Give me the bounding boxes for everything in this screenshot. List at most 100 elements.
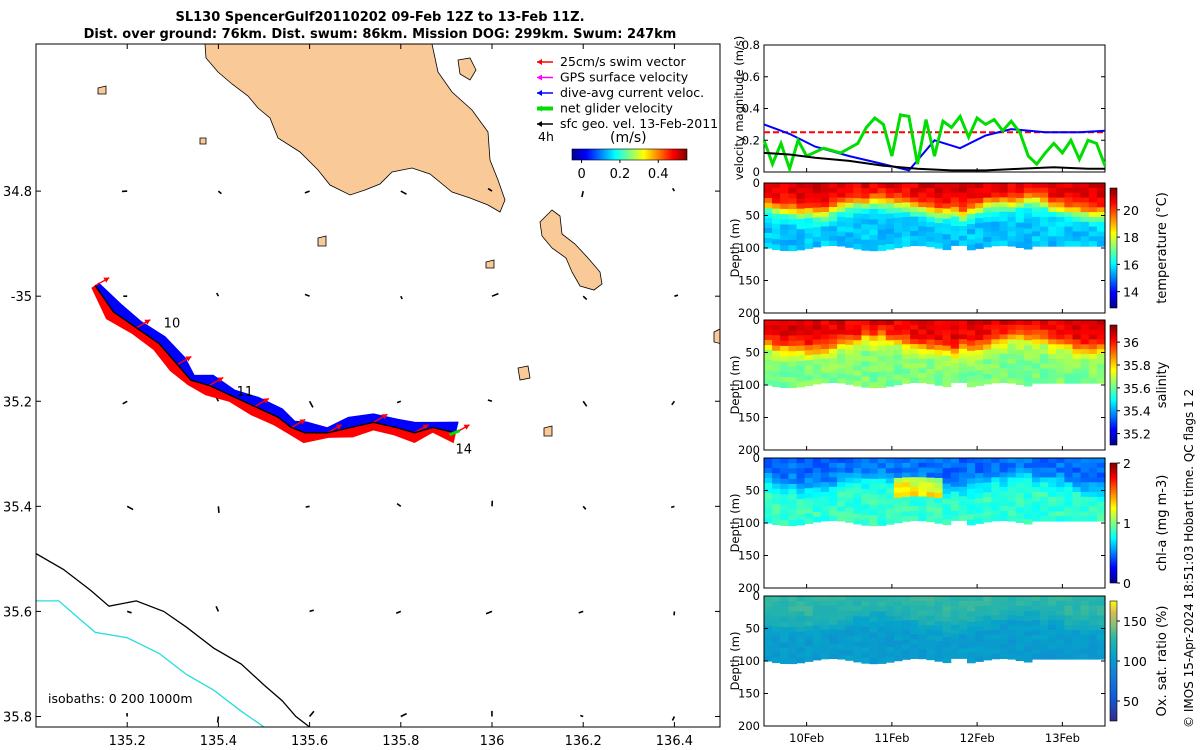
section-cell	[845, 369, 854, 375]
section-cell	[1072, 231, 1082, 237]
section-cell	[1088, 378, 1098, 384]
section-cell	[1031, 462, 1041, 469]
section-cell	[1088, 216, 1098, 223]
section-cell	[1031, 349, 1041, 355]
section-cell	[788, 330, 798, 337]
section-cell	[804, 218, 814, 224]
section-cell	[764, 345, 773, 351]
section-cell	[958, 221, 968, 227]
section-cell	[1015, 334, 1025, 341]
section-cell	[780, 601, 789, 607]
section-cell	[788, 229, 798, 236]
swim-vector-arrowhead	[381, 414, 388, 420]
section-cell	[926, 227, 936, 233]
section-cell	[967, 504, 976, 510]
section-cell	[796, 239, 806, 246]
section-cell	[918, 634, 927, 640]
section-cell	[829, 634, 838, 640]
section-cell	[885, 493, 895, 500]
section-cell	[1080, 462, 1090, 469]
section-cell	[983, 222, 992, 228]
section-cell	[869, 351, 879, 357]
swim-vector-band	[91, 285, 457, 444]
section-cell	[853, 498, 862, 505]
section-cell	[999, 634, 1009, 640]
section-cell	[967, 350, 976, 357]
section-cell	[1096, 630, 1106, 636]
section-cell	[1096, 187, 1106, 194]
section-cell	[893, 325, 903, 331]
section-cell	[764, 218, 773, 224]
section-cell	[820, 506, 830, 512]
section-cell	[975, 626, 984, 632]
section-cell	[942, 218, 952, 225]
section-cell	[902, 231, 911, 238]
section-cell	[910, 458, 919, 464]
section-cell	[958, 230, 968, 237]
section-ytick-label: 100	[738, 654, 760, 668]
section-cell	[983, 237, 992, 243]
section-cell	[764, 355, 773, 361]
section-cell	[820, 600, 830, 607]
section-cell	[902, 654, 911, 660]
section-cell	[902, 467, 911, 474]
section-cell	[1023, 596, 1033, 602]
section-ytick-label: 100	[738, 378, 760, 392]
section-cell	[1064, 467, 1074, 474]
section-cell	[1031, 187, 1041, 194]
section-cell	[1048, 202, 1057, 208]
section-cell	[1040, 207, 1049, 213]
section-cell	[772, 340, 781, 347]
section-cell	[877, 183, 887, 189]
section-cell	[934, 355, 944, 361]
section-cell	[829, 329, 838, 335]
section-cell	[983, 630, 992, 636]
section-cell	[1007, 458, 1017, 464]
section-cell	[853, 218, 862, 225]
section-cell	[983, 183, 992, 189]
section-cell	[885, 478, 895, 484]
dive-avg-current-band	[94, 282, 459, 434]
land-islet-3	[317, 235, 327, 247]
section-cell	[820, 625, 830, 631]
section-cell	[877, 361, 887, 368]
section-cell	[975, 493, 984, 499]
section-cell	[820, 487, 830, 493]
section-cell	[1015, 339, 1025, 346]
section-cell	[950, 624, 960, 631]
section-cell	[1023, 626, 1033, 633]
section-cell	[893, 620, 903, 627]
section-cell	[910, 648, 919, 655]
section-cell	[772, 626, 781, 633]
sfc-vector	[215, 605, 220, 612]
section-cell	[764, 611, 773, 617]
section-cell	[885, 375, 895, 382]
section-cell	[893, 232, 903, 239]
section-cell	[1023, 518, 1033, 525]
section-cell	[861, 198, 871, 205]
section-cell	[958, 639, 968, 645]
section-cell	[950, 467, 960, 473]
section-cell	[1015, 320, 1025, 326]
section-cell	[1048, 639, 1057, 646]
isobaths-label: isobaths: 0 200 1000m	[48, 691, 193, 706]
land-island-north	[457, 57, 477, 81]
section-cell	[1072, 207, 1082, 213]
section-cell	[1080, 625, 1090, 631]
section-cell	[1007, 216, 1017, 223]
section-cell	[942, 636, 952, 643]
map-ytick-label: 35.4	[3, 500, 32, 515]
section-cell	[1080, 639, 1090, 646]
section-cell	[861, 627, 871, 633]
section-cell	[804, 606, 814, 612]
section-cell	[1023, 488, 1033, 495]
section-cell	[950, 605, 960, 611]
section-cell	[999, 458, 1009, 464]
section-cell	[869, 214, 879, 220]
section-cell	[934, 493, 944, 499]
section-cell	[934, 203, 944, 209]
section-cell	[942, 335, 952, 342]
section-cell	[861, 514, 871, 521]
section-cell	[967, 188, 976, 194]
section-cell	[1088, 320, 1098, 326]
